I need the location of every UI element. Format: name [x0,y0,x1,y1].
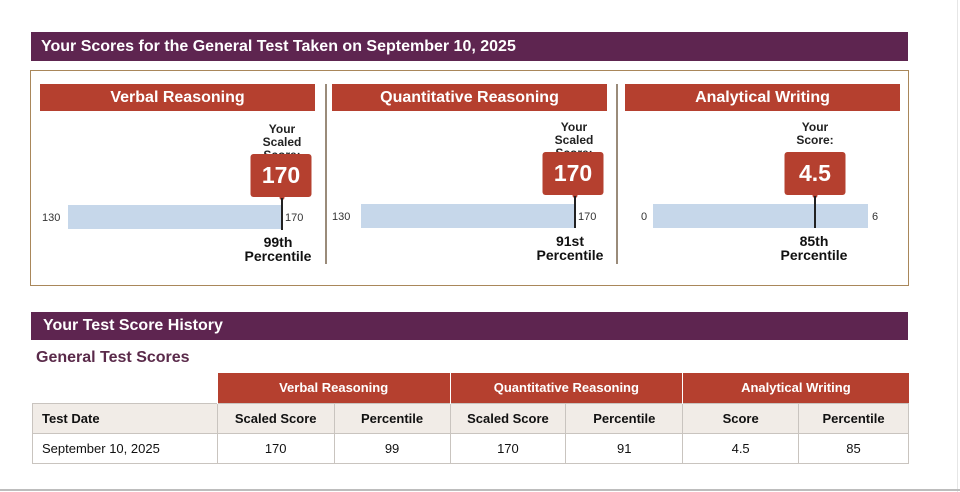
range-min: 0 [641,211,648,223]
score-range-bar [68,205,282,229]
percentile-label: 85th Percentile [780,233,848,263]
aw-score-cell: 4.5 [682,432,800,464]
score-history-table: Verbal Reasoning Quantitative Reasoning … [32,373,909,464]
range-min: 130 [42,212,61,224]
general-test-scores-subtitle: General Test Scores [36,349,190,366]
score-pointer-dot [572,193,578,198]
score-label: Your Score: [796,120,834,147]
percentile-label: 91st Percentile [536,233,604,263]
column-header-quant-percentile: Percentile [565,402,684,434]
verbal-scaled-score-cell: 170 [216,432,335,464]
column-header-verbal-scaled-score: Scaled Score [216,402,335,434]
aw-percentile-cell: 85 [798,432,909,464]
score-marker-line [814,196,816,228]
page-edge-bottom [0,489,960,491]
scores-section-title: Your Scores for the General Test Taken o… [31,32,908,61]
verbal-reasoning-panel: Verbal Reasoning Your Scaled Score: 170 … [40,84,315,274]
score-pointer-dot [279,195,285,200]
score-badge: 170 [542,152,604,195]
history-section-title-text: Your Test Score History [43,317,223,334]
range-max: 6 [872,211,879,223]
score-badge: 4.5 [784,152,846,195]
score-marker-line [574,196,576,228]
percentile-label: 99th Percentile [244,234,312,264]
score-badge: 170 [250,154,312,197]
verbal-percentile-cell: 99 [333,432,451,464]
column-header-aw-score: Score [682,402,800,434]
history-section-title: Your Test Score History [31,312,908,340]
analytical-writing-panel: Analytical Writing Your Score: 4.5 0 6 8… [625,84,900,274]
panel-divider [616,84,618,264]
quant-scaled-score-cell: 170 [449,432,567,464]
scores-section-title-text: Your Scores for the General Test Taken o… [41,37,516,55]
scores-summary-box: Verbal Reasoning Your Scaled Score: 170 … [30,70,909,286]
range-max: 170 [285,212,304,224]
score-range-bar [361,204,575,228]
group-header-verbal: Verbal Reasoning [216,373,450,403]
range-min: 130 [332,211,351,223]
group-header-quantitative: Quantitative Reasoning [449,373,683,403]
test-date-cell: September 10, 2025 [32,432,218,464]
score-marker-line [281,198,283,230]
quantitative-reasoning-header: Quantitative Reasoning [332,84,607,111]
range-max: 170 [578,211,597,223]
column-header-test-date: Test Date [32,402,218,434]
group-header-row: Verbal Reasoning Quantitative Reasoning … [32,373,909,403]
verbal-reasoning-header: Verbal Reasoning [40,84,315,111]
analytical-writing-header: Analytical Writing [625,84,900,111]
column-header-aw-percentile: Percentile [798,402,909,434]
group-header-analytical: Analytical Writing [682,373,909,403]
column-header-row: Test Date Scaled Score Percentile Scaled… [32,402,909,434]
quant-percentile-cell: 91 [565,432,684,464]
score-range-bar [653,204,868,228]
page-edge-right [957,0,958,492]
blank-header-cell [32,373,218,403]
quantitative-reasoning-panel: Quantitative Reasoning Your Scaled Score… [332,84,607,274]
panel-divider [325,84,327,264]
score-pointer-dot [812,193,818,198]
column-header-quant-scaled-score: Scaled Score [449,402,567,434]
column-header-verbal-percentile: Percentile [333,402,451,434]
table-row: September 10, 2025 170 99 170 91 4.5 85 [32,432,909,464]
